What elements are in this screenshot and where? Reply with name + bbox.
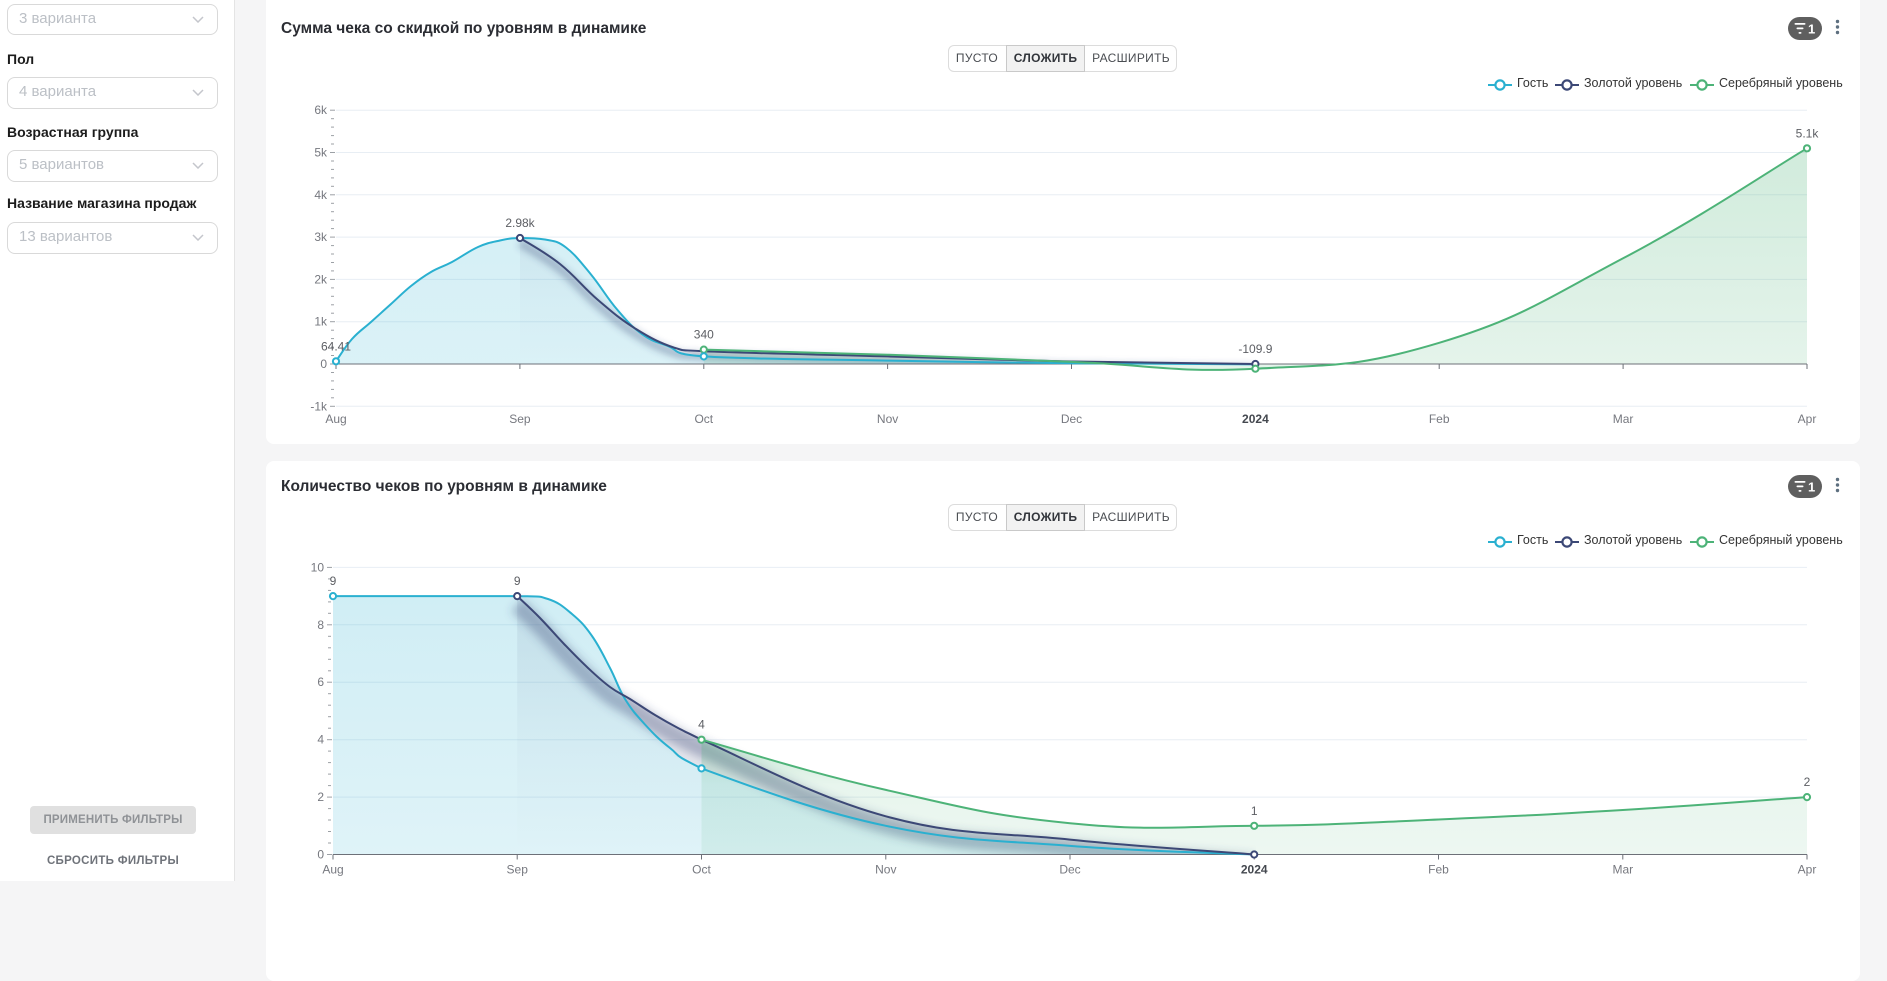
svg-text:Feb: Feb <box>1428 863 1449 877</box>
svg-text:Apr: Apr <box>1798 863 1817 877</box>
svg-text:2024: 2024 <box>1242 412 1269 426</box>
svg-text:0: 0 <box>317 848 324 862</box>
svg-text:Nov: Nov <box>875 863 896 877</box>
svg-text:Oct: Oct <box>694 412 713 426</box>
svg-text:Sep: Sep <box>507 863 529 877</box>
svg-text:6: 6 <box>317 675 324 689</box>
svg-text:1: 1 <box>1808 480 1815 495</box>
svg-text:Aug: Aug <box>325 412 346 426</box>
svg-text:Mar: Mar <box>1613 412 1634 426</box>
svg-text:1: 1 <box>1808 22 1815 37</box>
svg-text:4: 4 <box>698 718 705 732</box>
svg-text:Apr: Apr <box>1798 412 1817 426</box>
svg-text:6k: 6k <box>314 103 328 117</box>
svg-text:64.41: 64.41 <box>321 339 351 353</box>
svg-text:10: 10 <box>311 560 325 574</box>
svg-text:2k: 2k <box>314 272 328 286</box>
svg-text:2: 2 <box>317 790 324 804</box>
svg-text:-109.9: -109.9 <box>1238 342 1272 356</box>
svg-text:Aug: Aug <box>322 863 343 877</box>
svg-text:8: 8 <box>317 618 324 632</box>
svg-text:5k: 5k <box>314 146 328 160</box>
svg-text:Nov: Nov <box>877 412 898 426</box>
svg-text:1: 1 <box>1251 804 1258 818</box>
svg-text:1k: 1k <box>314 315 328 329</box>
svg-text:0: 0 <box>320 357 327 371</box>
svg-text:Dec: Dec <box>1059 863 1080 877</box>
svg-text:2: 2 <box>1804 775 1811 789</box>
svg-text:9: 9 <box>330 574 337 588</box>
svg-text:3k: 3k <box>314 230 328 244</box>
svg-text:Sep: Sep <box>509 412 531 426</box>
svg-text:5.1k: 5.1k <box>1796 126 1820 140</box>
svg-text:340: 340 <box>694 328 714 342</box>
svg-text:4: 4 <box>317 733 324 747</box>
svg-text:Feb: Feb <box>1429 412 1450 426</box>
svg-text:-1k: -1k <box>310 399 328 413</box>
svg-text:9: 9 <box>514 574 521 588</box>
svg-text:Dec: Dec <box>1061 412 1082 426</box>
svg-text:Oct: Oct <box>692 863 711 877</box>
svg-text:2024: 2024 <box>1241 863 1268 877</box>
svg-text:4k: 4k <box>314 188 328 202</box>
svg-text:2.98k: 2.98k <box>505 216 535 230</box>
svg-text:Mar: Mar <box>1612 863 1633 877</box>
